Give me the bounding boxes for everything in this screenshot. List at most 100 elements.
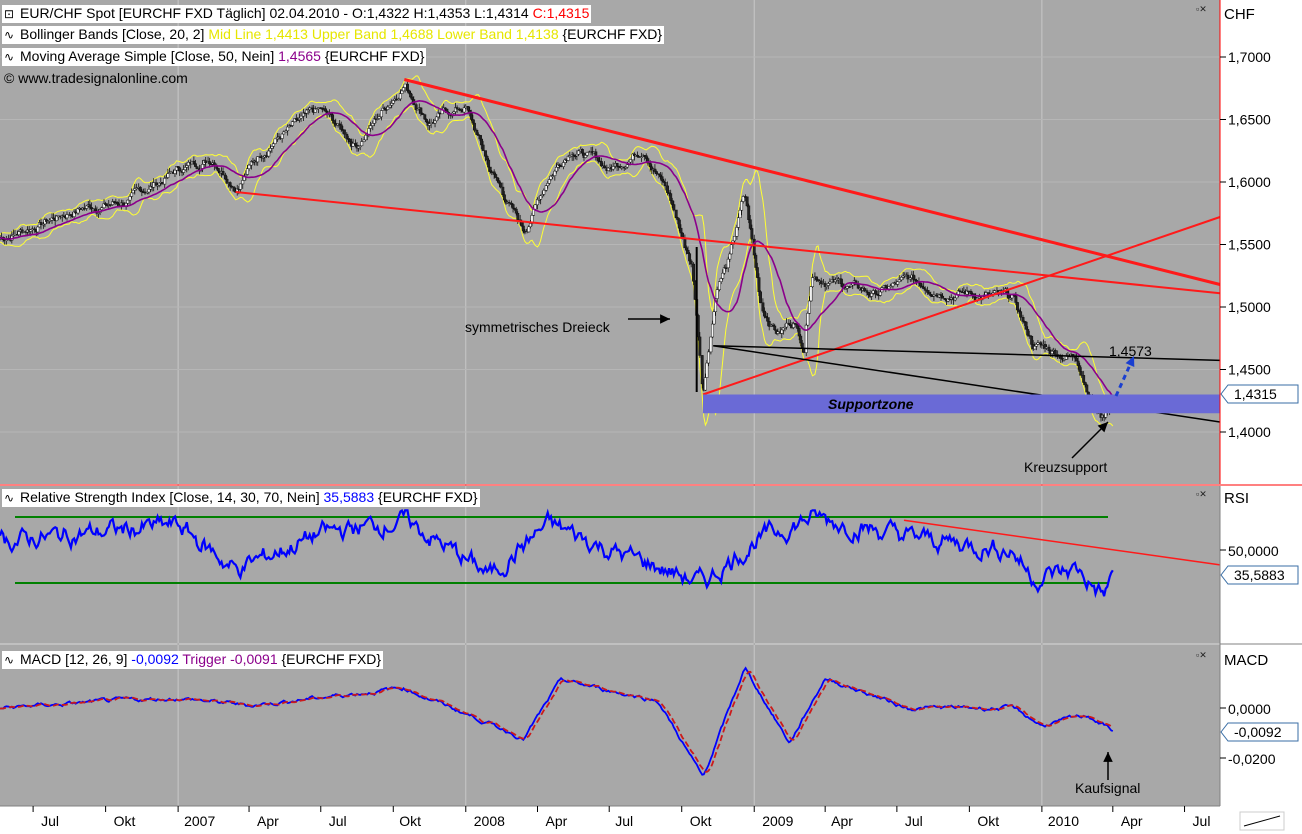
candle-body	[594, 151, 598, 158]
candle-body	[644, 155, 648, 159]
x-tick-label: Apr	[257, 813, 279, 829]
candle-body	[528, 223, 532, 228]
candle-body	[648, 162, 652, 168]
macd-label: MACD [12, 26, 9]	[20, 651, 132, 667]
macd-panel[interactable]	[0, 645, 1220, 806]
candle-body	[485, 156, 489, 161]
candle-body	[891, 282, 895, 287]
candle-body	[419, 107, 423, 114]
bollinger-upper-line	[0, 75, 1114, 403]
candle-body	[469, 112, 473, 120]
price-tick-label: 1,5000	[1228, 299, 1271, 315]
candle-body	[299, 115, 303, 119]
sma-header[interactable]: ∿ Moving Average Simple [Close, 50, Nein]…	[2, 48, 427, 66]
candle-body	[1078, 365, 1082, 372]
rsi-last-value: 35,5883	[1234, 567, 1285, 583]
candle-body	[358, 145, 362, 148]
x-tick-label: Apr	[545, 813, 567, 829]
candle-body	[906, 274, 910, 280]
candle-body	[342, 129, 346, 135]
candle-body	[527, 226, 531, 233]
x-tick-label: Apr	[1121, 813, 1143, 829]
candle-body	[74, 211, 78, 214]
price-tick-label: 1,6000	[1228, 174, 1271, 190]
macd-tick-zero: 0,0000	[1228, 701, 1271, 717]
candle-body	[1060, 358, 1064, 360]
candle-body	[709, 336, 713, 353]
candle-body	[867, 292, 870, 296]
candle-body	[163, 177, 167, 185]
candle-body	[719, 278, 723, 282]
candle-body	[487, 159, 491, 168]
candle-body	[674, 209, 678, 218]
candle-body	[761, 302, 765, 312]
candle-body	[603, 165, 606, 168]
candle-body	[204, 160, 208, 164]
candle-body	[246, 168, 249, 175]
candle-body	[949, 297, 953, 300]
axis-layer: 1,4000 1,4500 1,5000 1,5500 1,6000 1,6500 1,70…	[1220, 49, 1271, 759]
candle-body	[640, 156, 643, 158]
candle-body	[896, 281, 900, 285]
candle-body	[93, 208, 97, 212]
supportzone-label: Supportzone	[828, 396, 914, 412]
rsi-panel-controls[interactable]: ▫✕	[1196, 489, 1207, 499]
main-panel-controls[interactable]: ▫✕	[1196, 4, 1207, 14]
candle-body	[334, 123, 338, 126]
candle-body	[776, 331, 780, 334]
candle-body	[878, 291, 882, 296]
candle-body	[178, 167, 182, 172]
candle-body	[117, 203, 121, 206]
triangle-arrow-head	[660, 314, 670, 324]
rsi-header[interactable]: ∿ Relative Strength Index [Close, 14, 30,…	[2, 489, 480, 507]
rsi-trendline	[903, 519, 1221, 566]
candle-body	[128, 196, 132, 201]
candle-body	[1062, 359, 1066, 361]
candle-body	[815, 276, 818, 280]
candle-body	[126, 199, 130, 204]
macd-panel-controls[interactable]: ▫✕	[1196, 650, 1207, 660]
candle-body	[169, 171, 173, 174]
price-axis	[1220, 0, 1302, 808]
x-tick-label: Apr	[831, 813, 853, 829]
candle-body	[698, 336, 702, 356]
indicator-wave-icon: ∿	[4, 28, 15, 42]
candle-body	[689, 260, 693, 265]
candle-body	[773, 325, 777, 331]
macd-axis-title: MACD	[1224, 652, 1268, 669]
candle-body	[499, 182, 502, 188]
candle-body	[65, 214, 69, 219]
candle-body	[232, 186, 236, 192]
symbol-icon[interactable]: ⊡	[4, 7, 15, 21]
candle-body	[721, 272, 725, 279]
candle-body	[806, 313, 810, 326]
candle-body	[331, 114, 335, 121]
bollinger-header[interactable]: ∿ Bollinger Bands [Close, 20, 2] Mid Line…	[2, 26, 665, 44]
candle-body	[1014, 295, 1018, 303]
candle-body	[495, 177, 499, 181]
rsi-panel[interactable]	[0, 486, 1220, 643]
candle-body	[407, 90, 411, 94]
candle-body	[828, 281, 832, 284]
candle-body	[475, 129, 479, 135]
candle-body	[194, 163, 197, 167]
copyright-note: © www.tradesignalonline.com	[4, 70, 188, 86]
candle-body	[332, 120, 336, 124]
macd-header[interactable]: ∿ MACD [12, 26, 9] -0,0092 Trigger -0,009…	[2, 651, 384, 669]
candle-body	[108, 204, 112, 206]
candle-body	[969, 290, 973, 294]
candle-body	[216, 168, 220, 172]
candle-body	[923, 288, 927, 291]
candle-body	[625, 164, 629, 168]
candle-body	[740, 201, 744, 211]
candle-body	[82, 207, 86, 210]
candle-body	[738, 209, 742, 219]
candle-body	[672, 204, 676, 211]
candle-body	[679, 227, 683, 234]
projection-arrow-head	[1125, 356, 1135, 367]
x-tick-label: 2009	[762, 813, 793, 829]
candle-body	[186, 162, 190, 166]
triangle-arrow	[628, 314, 670, 324]
x-tick-label: Jul	[1193, 813, 1211, 829]
candle-body	[620, 166, 624, 169]
